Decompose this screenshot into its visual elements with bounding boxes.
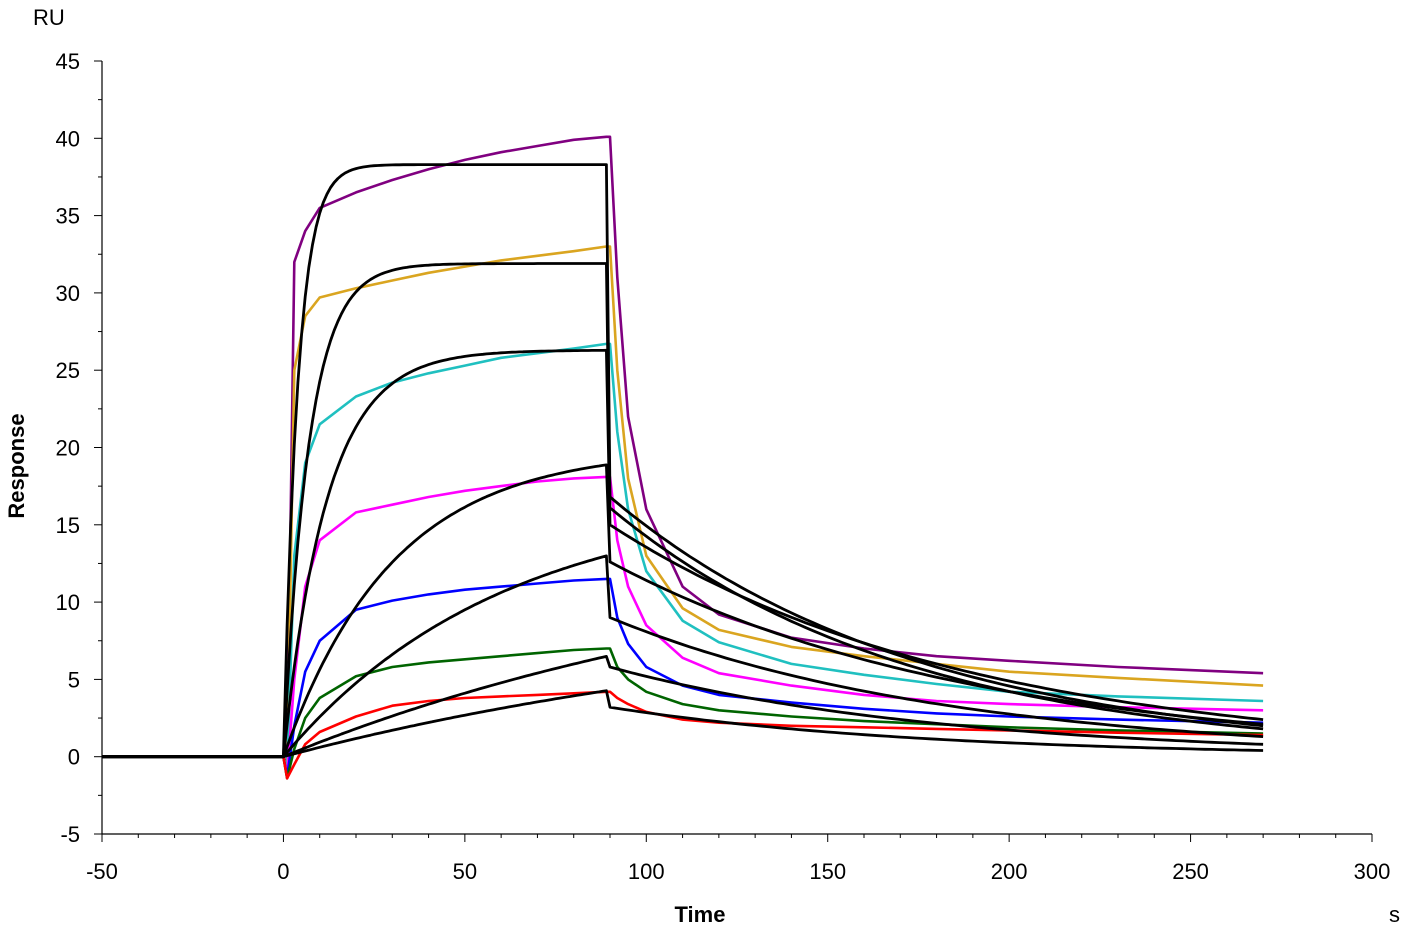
y-tick-label: 15 (56, 513, 80, 538)
x-tick-label: 250 (1172, 859, 1209, 884)
y-tick-label: 0 (68, 745, 80, 770)
x-tick-label: 150 (809, 859, 846, 884)
y-tick-label: 25 (56, 358, 80, 383)
fit-line-5 (102, 554, 1264, 759)
fit-line-2 (102, 262, 1264, 759)
y-tick-label: 20 (56, 436, 80, 461)
fit-line-4 (102, 463, 1264, 759)
y-tick-label: 35 (56, 204, 80, 229)
y-tick-label: 45 (56, 49, 80, 74)
y-tick-label: 30 (56, 281, 80, 306)
x-axis-title: Time (675, 902, 726, 927)
x-tick-label: 200 (991, 859, 1028, 884)
series-line-6 (102, 647, 1264, 780)
x-tick-label: 100 (628, 859, 665, 884)
fit-line-1 (102, 163, 1264, 759)
y-tick-label: 5 (68, 667, 80, 692)
series-line-5 (102, 577, 1264, 779)
x-tick-label: -50 (86, 859, 118, 884)
y-unit-label: RU (33, 5, 65, 30)
x-tick-label: 0 (277, 859, 289, 884)
y-tick-label: 40 (56, 126, 80, 151)
fit-layer (102, 163, 1264, 759)
fit-line-6 (102, 655, 1264, 759)
x-unit-label: s (1389, 902, 1400, 927)
fit-line-3 (102, 348, 1264, 759)
series-layer (102, 135, 1264, 780)
x-tick-label: 300 (1354, 859, 1391, 884)
y-tick-label: -5 (60, 822, 80, 847)
y-tick-label: 10 (56, 590, 80, 615)
y-axis-title: Response (4, 413, 29, 518)
fit-line-7 (102, 689, 1264, 759)
series-line-2 (102, 245, 1264, 771)
x-tick-label: 50 (453, 859, 477, 884)
ticks: -50 0 50 100 150 200 250 300-505101520253035404… (56, 49, 1391, 884)
series-line-1 (102, 135, 1264, 766)
